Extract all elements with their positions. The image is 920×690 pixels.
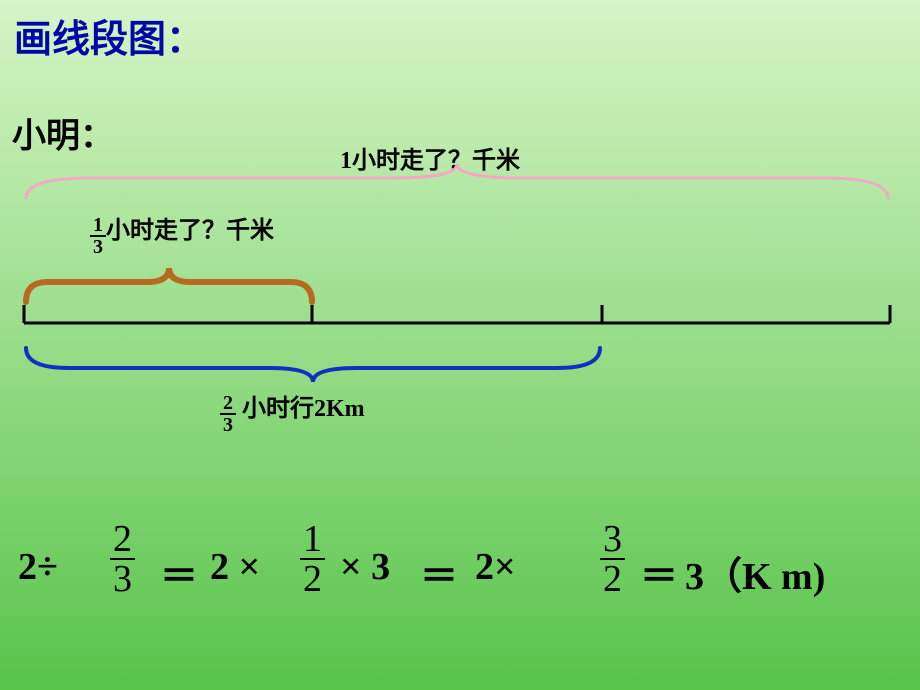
eq-frac-3: 3 2 bbox=[600, 520, 625, 598]
eq-frac-2: 1 2 bbox=[300, 520, 325, 598]
eq-frac-1: 2 3 bbox=[110, 520, 135, 598]
eq-equals-1: ＝ bbox=[160, 545, 198, 600]
eq-text-3: × 3 bbox=[340, 545, 390, 589]
eq-text-2: 2 × bbox=[210, 545, 260, 589]
eq-text-4: 2× bbox=[475, 545, 516, 589]
eq-text-5: 3（K m) bbox=[685, 545, 825, 600]
eq-equals-2: ＝ bbox=[420, 545, 458, 600]
eq-equals-3: ＝ bbox=[640, 545, 678, 600]
eq-text-1: 2÷ bbox=[18, 545, 58, 589]
